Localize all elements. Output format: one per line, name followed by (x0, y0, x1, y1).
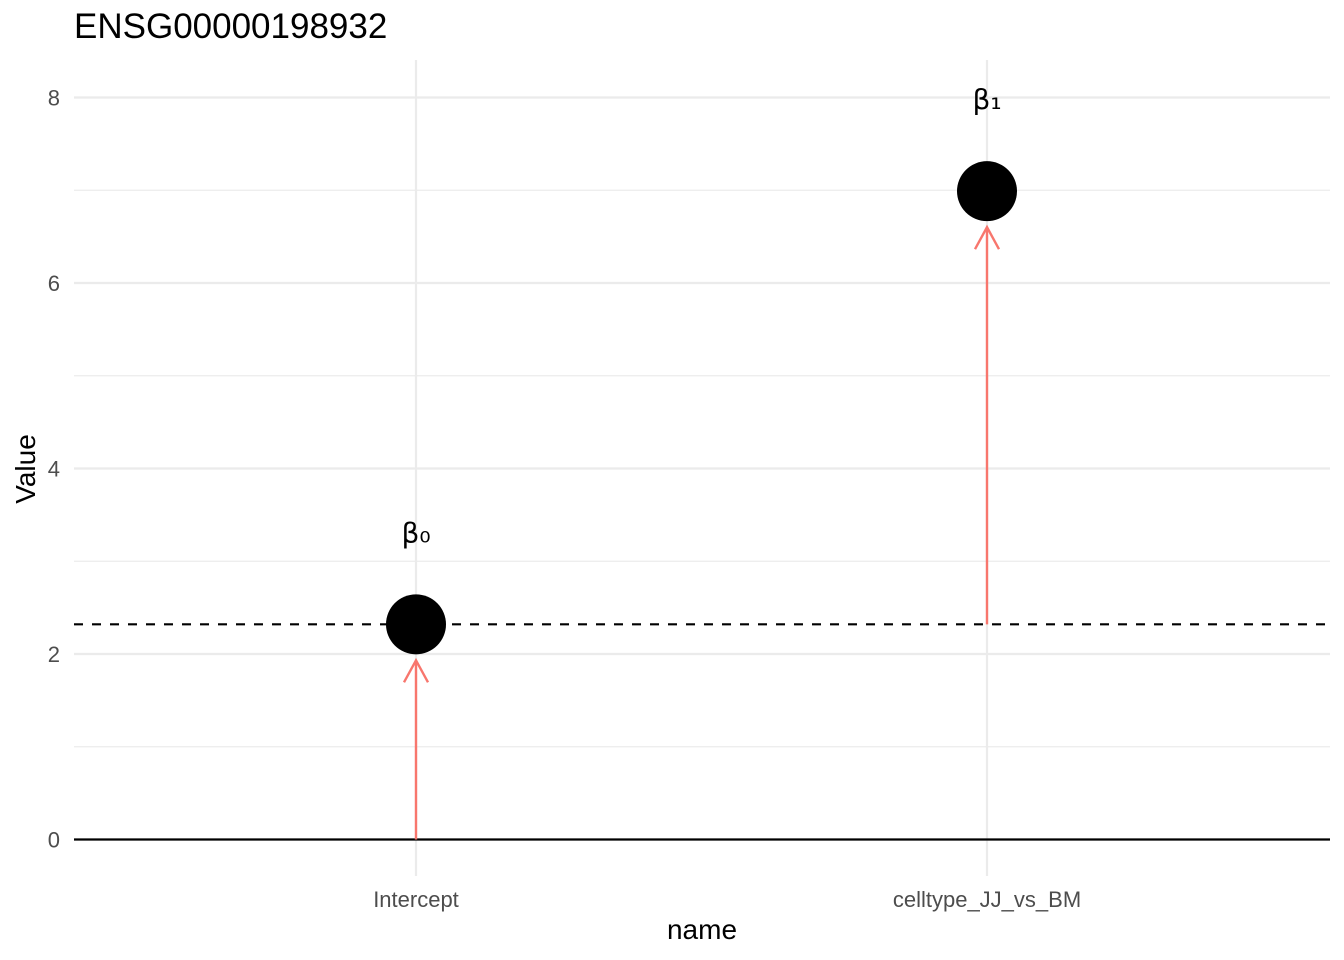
x-axis-title: name (667, 914, 737, 945)
y-tick-label: 6 (48, 271, 60, 296)
x-tick-layer: Intercept celltype_JJ_vs_BM (373, 887, 1081, 912)
arrow (973, 224, 1001, 625)
x-tick-label: celltype_JJ_vs_BM (893, 887, 1081, 912)
y-tick-label: 4 (48, 457, 60, 482)
data-point (957, 161, 1017, 222)
y-tick-label: 8 (48, 86, 60, 111)
y-tick-layer: 0 2 4 6 8 (48, 86, 60, 853)
data-point (386, 594, 446, 655)
point-layer (386, 161, 1017, 655)
y-tick-label: 2 (48, 642, 60, 667)
point-label-layer: β₀ β₁ (401, 83, 1001, 549)
arrow (402, 657, 430, 840)
arrow-layer (402, 224, 1001, 840)
arrow-head (402, 657, 430, 683)
x-tick-label: Intercept (373, 887, 459, 912)
y-tick-label: 0 (48, 828, 60, 853)
point-label: β₀ (401, 516, 430, 549)
reference-layer (74, 623, 1330, 841)
y-axis-title: Value (10, 434, 41, 504)
chart-title: ENSG00000198932 (74, 7, 387, 46)
arrow-head (973, 224, 1001, 250)
point-label: β₁ (972, 83, 1001, 116)
grid-layer (74, 60, 1330, 876)
